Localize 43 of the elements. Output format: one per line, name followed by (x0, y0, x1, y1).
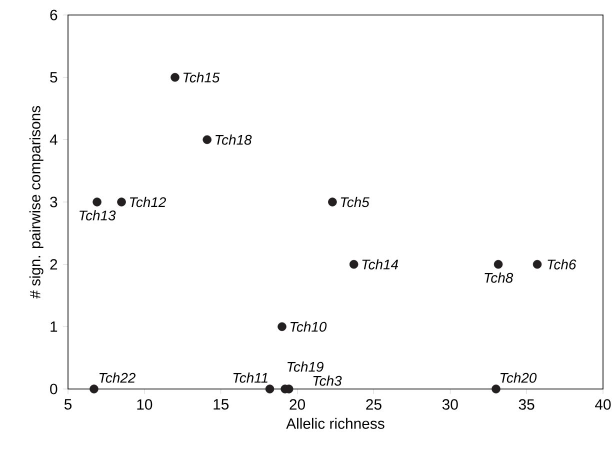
point (90, 384, 98, 394)
point (278, 322, 286, 332)
annotation: Tch10 (290, 322, 327, 332)
y-tick-label: 4 (50, 134, 58, 145)
annotation: Tch3 (313, 376, 342, 386)
annotation: Tch18 (216, 134, 252, 145)
point (349, 260, 358, 269)
point (170, 72, 180, 82)
y-tick-label: 1 (50, 322, 58, 332)
annotation: Tch14 (362, 259, 398, 270)
annotation: Tch6 (548, 259, 576, 270)
annotation: Tch19 (288, 362, 324, 372)
point (117, 198, 126, 206)
point (532, 260, 542, 269)
x-tick-label: 35 (518, 399, 534, 410)
x-tick-label: 20 (290, 399, 306, 410)
x-tick-label: 30 (442, 399, 458, 410)
annotation: Tch5 (340, 196, 370, 208)
y-axis-title: # sign. pairwise comparisons (29, 106, 44, 299)
x-tick-label: 5 (64, 399, 72, 410)
annotation: Tch11 (233, 372, 268, 383)
y-tick-label: 3 (50, 196, 58, 208)
point (202, 135, 212, 144)
y-tick-label: 6 (50, 10, 58, 20)
y-tick-label: 0 (50, 384, 58, 394)
x-axis-title: Allelic richness (286, 418, 384, 429)
annotation: Tch22 (99, 372, 136, 383)
point (92, 198, 102, 206)
x-tick-label: 10 (137, 399, 152, 410)
annotation: Tch13 (80, 210, 116, 220)
annotation: Tch8 (484, 272, 514, 283)
x-tick-label: 40 (595, 399, 611, 410)
x-tick-label: 15 (214, 399, 229, 410)
point (494, 260, 503, 269)
y-tick-label: 5 (50, 72, 58, 83)
annotation: Tch20 (500, 372, 537, 383)
x-tick-label: 25 (366, 399, 382, 410)
point (492, 384, 500, 394)
point (265, 384, 274, 394)
point (328, 198, 337, 206)
annotation: Tch12 (130, 196, 166, 208)
annotation: Tch15 (183, 72, 220, 82)
y-tick-label: 2 (50, 259, 58, 270)
